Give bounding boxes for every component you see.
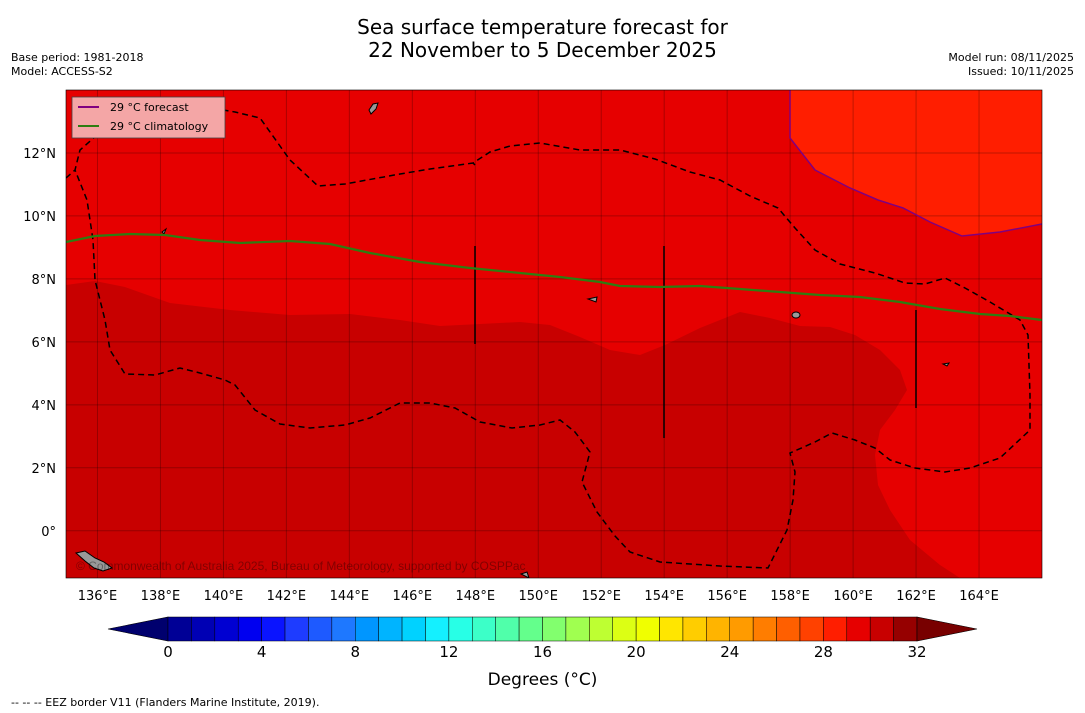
lon-tick-label: 144°E	[330, 589, 370, 604]
island-group	[74, 102, 951, 578]
island-5	[161, 227, 168, 235]
model-name: Model: ACCESS-S2	[11, 65, 113, 78]
colorbar-segment	[284, 616, 309, 642]
colorbar-segment	[846, 616, 871, 642]
colorbar-segment	[214, 616, 239, 642]
colorbar-segment	[448, 616, 473, 642]
colorbar-tick-label: 8	[350, 643, 361, 661]
lat-tick-label: 0°	[41, 525, 56, 540]
copyright-credit: © Commonwealth of Australia 2025, Bureau…	[76, 559, 526, 573]
lon-tick-label: 150°E	[518, 589, 558, 604]
colorbar-segment	[237, 616, 262, 642]
colorbar	[107, 616, 978, 642]
colorbar-segment	[401, 616, 426, 642]
colorbar-segment	[752, 616, 777, 642]
colorbar-tick-label: 24	[720, 643, 740, 661]
colorbar-segment	[495, 616, 520, 642]
lat-tick-label: 8°N	[32, 273, 57, 288]
legend-forecast-label: 29 °C forecast	[110, 101, 189, 114]
eez-footnote: -- -- -- EEZ border V11 (Flanders Marine…	[11, 696, 320, 709]
lon-tick-label: 138°E	[141, 589, 181, 604]
colorbar-tick-label: 20	[626, 643, 646, 661]
island-6	[941, 362, 951, 367]
colorbar-segment	[167, 616, 192, 642]
legend-climatology-label: 29 °C climatology	[110, 120, 209, 133]
colorbar-segment	[331, 616, 356, 642]
lon-tick-label: 162°E	[896, 589, 936, 604]
colorbar-segment	[565, 616, 590, 642]
island-1	[368, 102, 379, 115]
colorbar-segment	[799, 616, 824, 642]
colorbar-segment	[378, 616, 403, 642]
colorbar-tick-label: 12	[439, 643, 459, 661]
title-line-1: Sea surface temperature forecast for	[357, 15, 728, 39]
lon-tick-label: 160°E	[833, 589, 873, 604]
colorbar-segment	[659, 616, 684, 642]
colorbar-tick-label: 32	[907, 643, 927, 661]
colorbar-segment	[706, 616, 730, 642]
colorbar-segment	[612, 616, 637, 642]
boundary-lines	[474, 246, 917, 438]
island-7	[519, 571, 530, 578]
lon-tick-label: 158°E	[770, 589, 810, 604]
eez-borders	[66, 104, 1031, 569]
band-29-30	[790, 90, 1042, 236]
lat-tick-label: 6°N	[32, 336, 57, 351]
colorbar-tick-label: 4	[256, 643, 267, 661]
colorbar-axis-label: Degrees (°C)	[487, 670, 598, 690]
colorbar-segment	[355, 616, 379, 642]
island-3	[74, 550, 114, 572]
legend-box: 29 °C forecast 29 °C climatology	[71, 96, 226, 139]
colorbar-segment	[869, 616, 894, 642]
colorbar-segment	[518, 616, 543, 642]
model-run: Model run: 08/11/2025	[948, 51, 1074, 64]
lon-tick-label: 164°E	[959, 589, 999, 604]
island-2	[791, 311, 801, 319]
title-line-2: 22 November to 5 December 2025	[368, 38, 717, 62]
lon-tick-label: 156°E	[707, 589, 747, 604]
colorbar-over-arrow	[916, 616, 978, 642]
colorbar-tick-label: 0	[163, 643, 173, 661]
colorbar-segment	[682, 616, 707, 642]
colorbar-tick-label: 28	[813, 643, 833, 661]
colorbar-segment	[893, 616, 918, 642]
colorbar-segment	[191, 616, 216, 642]
band-31-32	[66, 281, 960, 578]
issued-date: Issued: 10/11/2025	[967, 65, 1074, 78]
colorbar-segment	[472, 616, 496, 642]
colorbar-segment	[261, 616, 286, 642]
lon-tick-label: 148°E	[456, 589, 496, 604]
eez-border-stub	[472, 162, 476, 166]
lat-tick-label: 2°N	[32, 462, 57, 477]
lon-tick-label: 152°E	[581, 589, 621, 604]
climatology-isotherm	[66, 232, 1042, 322]
colorbar-segment	[635, 616, 660, 642]
lon-tick-label: 154°E	[644, 589, 684, 604]
eez-border-main	[66, 104, 1031, 569]
lat-tick-label: 10°N	[23, 210, 56, 225]
colorbar-segment	[776, 616, 801, 642]
lon-tick-label: 146°E	[393, 589, 433, 604]
colorbar-under-arrow	[107, 616, 169, 642]
colorbar-tick-label: 16	[532, 643, 553, 661]
base-period: Base period: 1981-2018	[11, 51, 144, 64]
colorbar-segment	[308, 616, 333, 642]
colorbar-segment	[823, 616, 848, 642]
colorbar-segment	[542, 616, 567, 642]
lon-tick-label: 142°E	[267, 589, 307, 604]
lon-tick-label: 140°E	[204, 589, 244, 604]
map-frame	[65, 89, 1043, 579]
island-4	[586, 296, 598, 303]
colorbar-segment	[589, 616, 613, 642]
colorbar-segment	[729, 616, 754, 642]
forecast-isotherm	[789, 90, 1042, 237]
lat-tick-label: 4°N	[32, 399, 57, 414]
colorbar-segment	[425, 616, 450, 642]
lat-tick-label: 12°N	[23, 147, 56, 162]
lon-tick-label: 136°E	[78, 589, 118, 604]
